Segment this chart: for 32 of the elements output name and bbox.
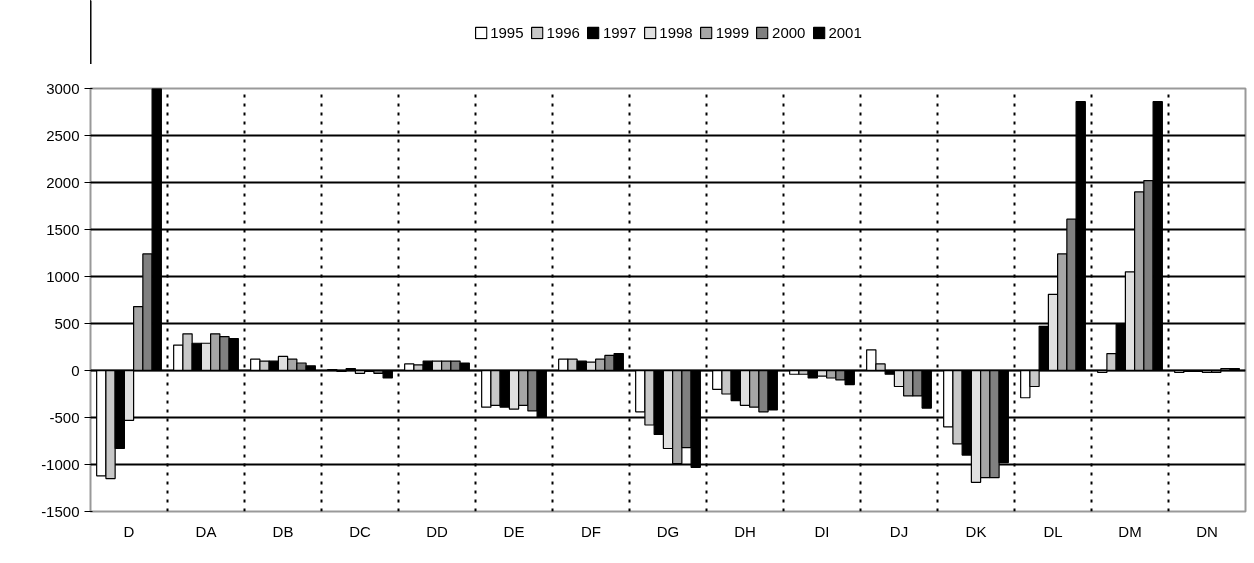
x-tick-label: D: [123, 522, 135, 540]
y-tick-label: -500: [49, 408, 80, 426]
y-tick-label: 500: [54, 314, 80, 332]
legend-label: 1998: [659, 23, 693, 41]
y-tick-label: 1000: [46, 267, 80, 285]
x-tick-label: DA: [195, 522, 217, 540]
x-tick-label: DK: [965, 522, 987, 540]
y-tick-label: -1000: [41, 455, 80, 473]
legend-label: 2001: [828, 23, 862, 41]
y-tick-label: 3000: [46, 79, 80, 97]
y-tick-label: 2000: [46, 173, 80, 191]
x-tick-label: DN: [1196, 522, 1218, 540]
y-tick-label: 2500: [46, 126, 80, 144]
legend-label: 1996: [546, 23, 580, 41]
x-tick-label: DJ: [889, 522, 909, 540]
legend-label: 2000: [772, 23, 806, 41]
legend-label: 1995: [490, 23, 524, 41]
x-tick-label: DI: [814, 522, 830, 540]
x-tick-label: DH: [734, 522, 756, 540]
y-tick-label: 0: [71, 361, 80, 379]
y-tick-label: 1500: [46, 220, 80, 238]
x-tick-label: DF: [581, 522, 601, 540]
x-tick-label: DC: [349, 522, 371, 540]
x-tick-label: DD: [426, 522, 448, 540]
x-tick-label: DM: [1118, 522, 1142, 540]
y-tick-label: -1500: [41, 502, 80, 520]
x-tick-label: DB: [272, 522, 294, 540]
x-tick-label: DG: [656, 522, 680, 540]
legend-label: 1997: [602, 23, 637, 41]
x-tick-label: DL: [1043, 522, 1063, 540]
x-tick-label: DE: [503, 522, 525, 540]
legend-label: 1999: [715, 23, 750, 41]
